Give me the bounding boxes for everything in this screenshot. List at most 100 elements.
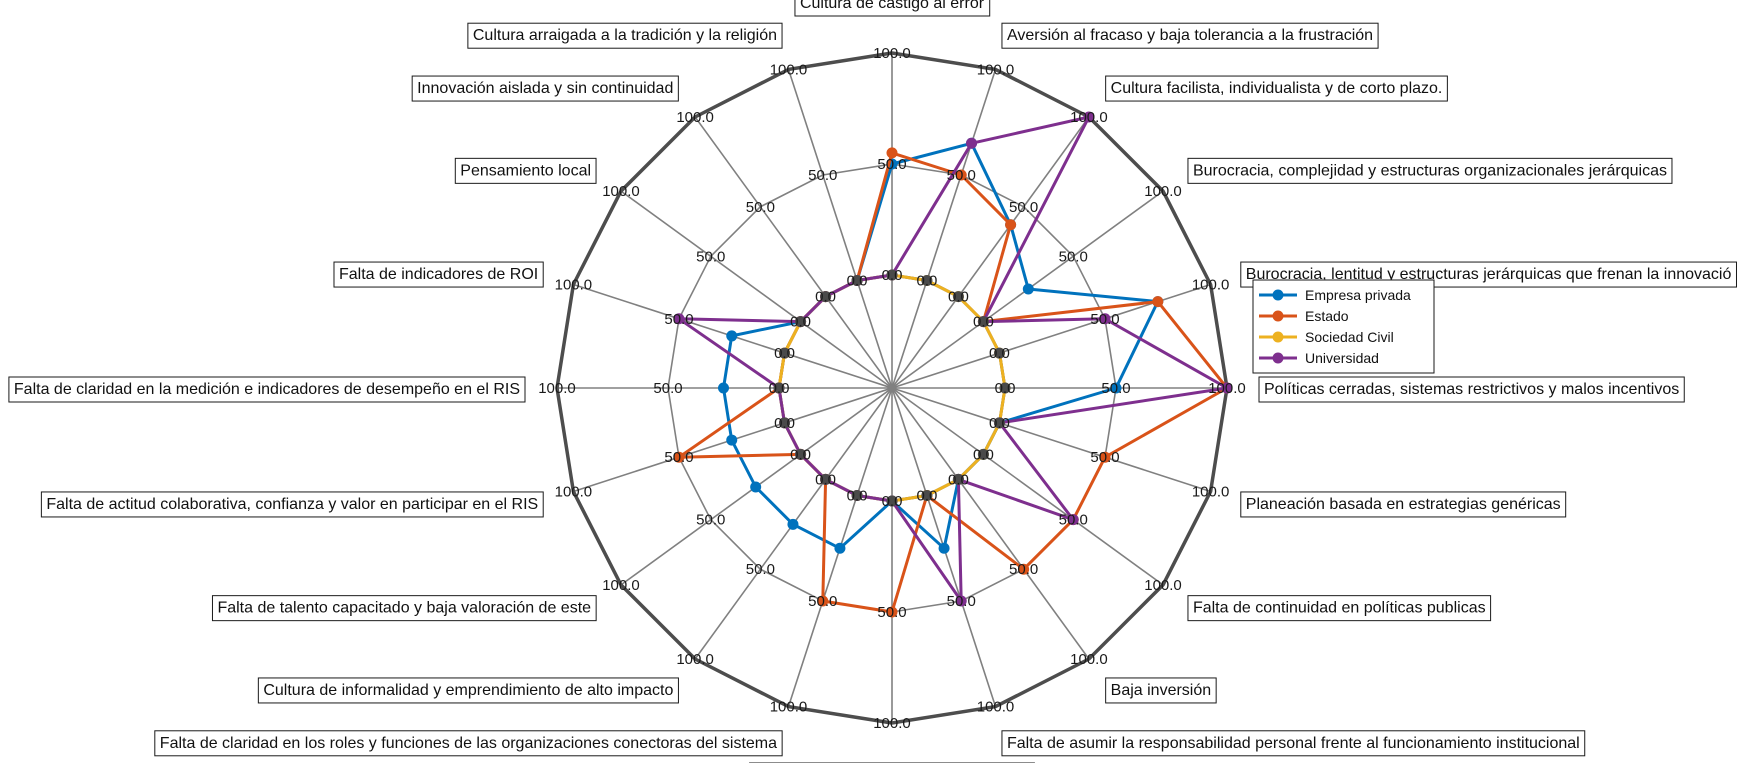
axis-label-text: Falta de actitud colaborativa, confianza… xyxy=(46,496,538,513)
axis-label-text: Planeación basada en estrategias genéric… xyxy=(1246,496,1561,513)
radar-spoke xyxy=(891,387,1211,493)
axis-label-text: Aversión al fracaso y baja tolerancia a … xyxy=(1007,27,1373,44)
radar-spoke xyxy=(891,116,1090,389)
ring-marker xyxy=(851,489,863,501)
data-point xyxy=(1022,283,1034,295)
data-point xyxy=(886,147,898,159)
tick-label: 100.0 xyxy=(1070,109,1108,126)
axis-label-text: Falta de asumir la responsabilidad perso… xyxy=(1007,735,1580,752)
axis-label: Políticas cerradas, sistemas restrictivo… xyxy=(1258,376,1685,403)
tick-label: 100.0 xyxy=(676,651,714,668)
ring-marker xyxy=(921,275,933,287)
tick-label: 50.0 xyxy=(1090,311,1119,328)
tick-label: 0.0 xyxy=(790,314,811,331)
tick-label: 50.0 xyxy=(947,593,976,610)
tick-label: 100.0 xyxy=(1144,183,1182,200)
radar-spoke xyxy=(891,69,997,389)
radar-spoke xyxy=(620,190,893,389)
data-point xyxy=(726,330,738,342)
series-line xyxy=(677,151,1229,614)
tick-label: 0.0 xyxy=(882,493,903,510)
tick-label: 50.0 xyxy=(1090,449,1119,466)
tick-label: 50.0 xyxy=(877,604,906,621)
tick-label: 100.0 xyxy=(873,45,911,62)
ring-marker xyxy=(820,291,832,303)
tick-label: 0.0 xyxy=(973,314,994,331)
data-point xyxy=(726,434,738,446)
axis-label-text: Falta de indicadores de ROI xyxy=(339,266,538,283)
tick-label: 100.0 xyxy=(770,699,808,716)
data-point xyxy=(1110,382,1122,394)
tick-label: 0.0 xyxy=(882,267,903,284)
axis-label-text: Cultura facilista, individualista y de c… xyxy=(1111,80,1443,97)
tick-label: 50.0 xyxy=(1059,248,1088,265)
axis-label-text: Pensamiento local xyxy=(460,162,591,179)
axis-label: Aversión al fracaso y baja tolerancia a … xyxy=(1001,22,1379,49)
data-point xyxy=(834,542,846,554)
data-point xyxy=(1099,313,1111,325)
axis-label: Falta de claridad en los roles y funcion… xyxy=(154,730,783,757)
tick-label: 0.0 xyxy=(815,289,836,306)
data-point xyxy=(1018,563,1030,575)
tick-label: 0.0 xyxy=(989,345,1010,362)
tick-label: 50.0 xyxy=(947,167,976,184)
tick-label: 100.0 xyxy=(538,380,576,397)
legend-marker xyxy=(1272,310,1284,322)
data-point xyxy=(938,542,950,554)
axis-label: Falta de asumir la responsabilidad perso… xyxy=(1001,730,1586,757)
tick-label: 100.0 xyxy=(602,183,640,200)
legend-box: Empresa privada Estado Sociedad Civil Unive… xyxy=(1252,279,1435,374)
tick-label: 0.0 xyxy=(769,380,790,397)
ring-marker xyxy=(952,473,964,485)
ring-marker xyxy=(795,448,807,460)
axis-label-text: Cultura de castigo al error xyxy=(800,0,985,12)
axis-label: Cultura de castigo al error xyxy=(794,0,991,17)
radar-ring-100 xyxy=(555,51,1229,725)
axis-label: Cultura facilista, individualista y de c… xyxy=(1105,75,1448,102)
axis-label-text: Cultura arraigada a la tradición y la re… xyxy=(473,27,777,44)
tick-label: 50.0 xyxy=(696,248,725,265)
ring-marker xyxy=(795,316,807,328)
data-point xyxy=(966,137,978,149)
axis-label-text: Innovación aislada y sin continuidad xyxy=(417,80,673,97)
tick-label: 0.0 xyxy=(916,273,937,290)
ring-marker xyxy=(999,382,1011,394)
data-point xyxy=(817,595,829,607)
ring-marker xyxy=(886,495,898,507)
tick-label: 100.0 xyxy=(770,61,808,78)
data-point xyxy=(718,382,729,394)
axis-label-text: Burocracia, lentitud y estructuras jerár… xyxy=(1246,266,1732,283)
chart-legend: Empresa privada Estado Sociedad Civil Unive… xyxy=(1252,279,1435,374)
tick-label: 100.0 xyxy=(977,61,1015,78)
axis-label: Pensamiento local xyxy=(454,157,597,184)
axis-label: Innovación aislada y sin continuidad xyxy=(411,75,679,102)
ring-marker xyxy=(779,347,791,359)
tick-label: 0.0 xyxy=(916,487,937,504)
axis-label: Baja inversión xyxy=(1105,677,1217,704)
axis-label: Burocracia, lentitud y estructuras jerár… xyxy=(1240,261,1737,288)
tick-label: 50.0 xyxy=(808,167,837,184)
tick-label: 100.0 xyxy=(602,577,640,594)
data-point xyxy=(1083,111,1095,123)
radar-series xyxy=(673,111,1233,618)
data-point xyxy=(1005,219,1017,231)
tick-label: 100.0 xyxy=(1070,651,1108,668)
ring-marker xyxy=(921,489,933,501)
data-point xyxy=(955,595,967,607)
axis-label: Falta de actitud colaborativa, confianza… xyxy=(40,491,544,518)
tick-label: 100.0 xyxy=(1208,380,1246,397)
data-point xyxy=(1067,514,1079,526)
tick-label: 100.0 xyxy=(555,276,593,293)
tick-label: 100.0 xyxy=(977,699,1015,716)
legend-item: Universidad xyxy=(1259,350,1379,366)
axis-label: Planeación basada en estrategias genéric… xyxy=(1240,491,1567,518)
tick-label: 50.0 xyxy=(664,449,693,466)
ring-marker xyxy=(820,473,832,485)
data-point xyxy=(1099,451,1111,463)
tick-label: 100.0 xyxy=(1144,577,1182,594)
tick-label: 100.0 xyxy=(555,484,593,501)
ring-marker xyxy=(993,347,1005,359)
legend-label: Sociedad Civil xyxy=(1305,329,1394,345)
tick-label: 50.0 xyxy=(808,593,837,610)
radar-spoke xyxy=(891,387,1090,660)
